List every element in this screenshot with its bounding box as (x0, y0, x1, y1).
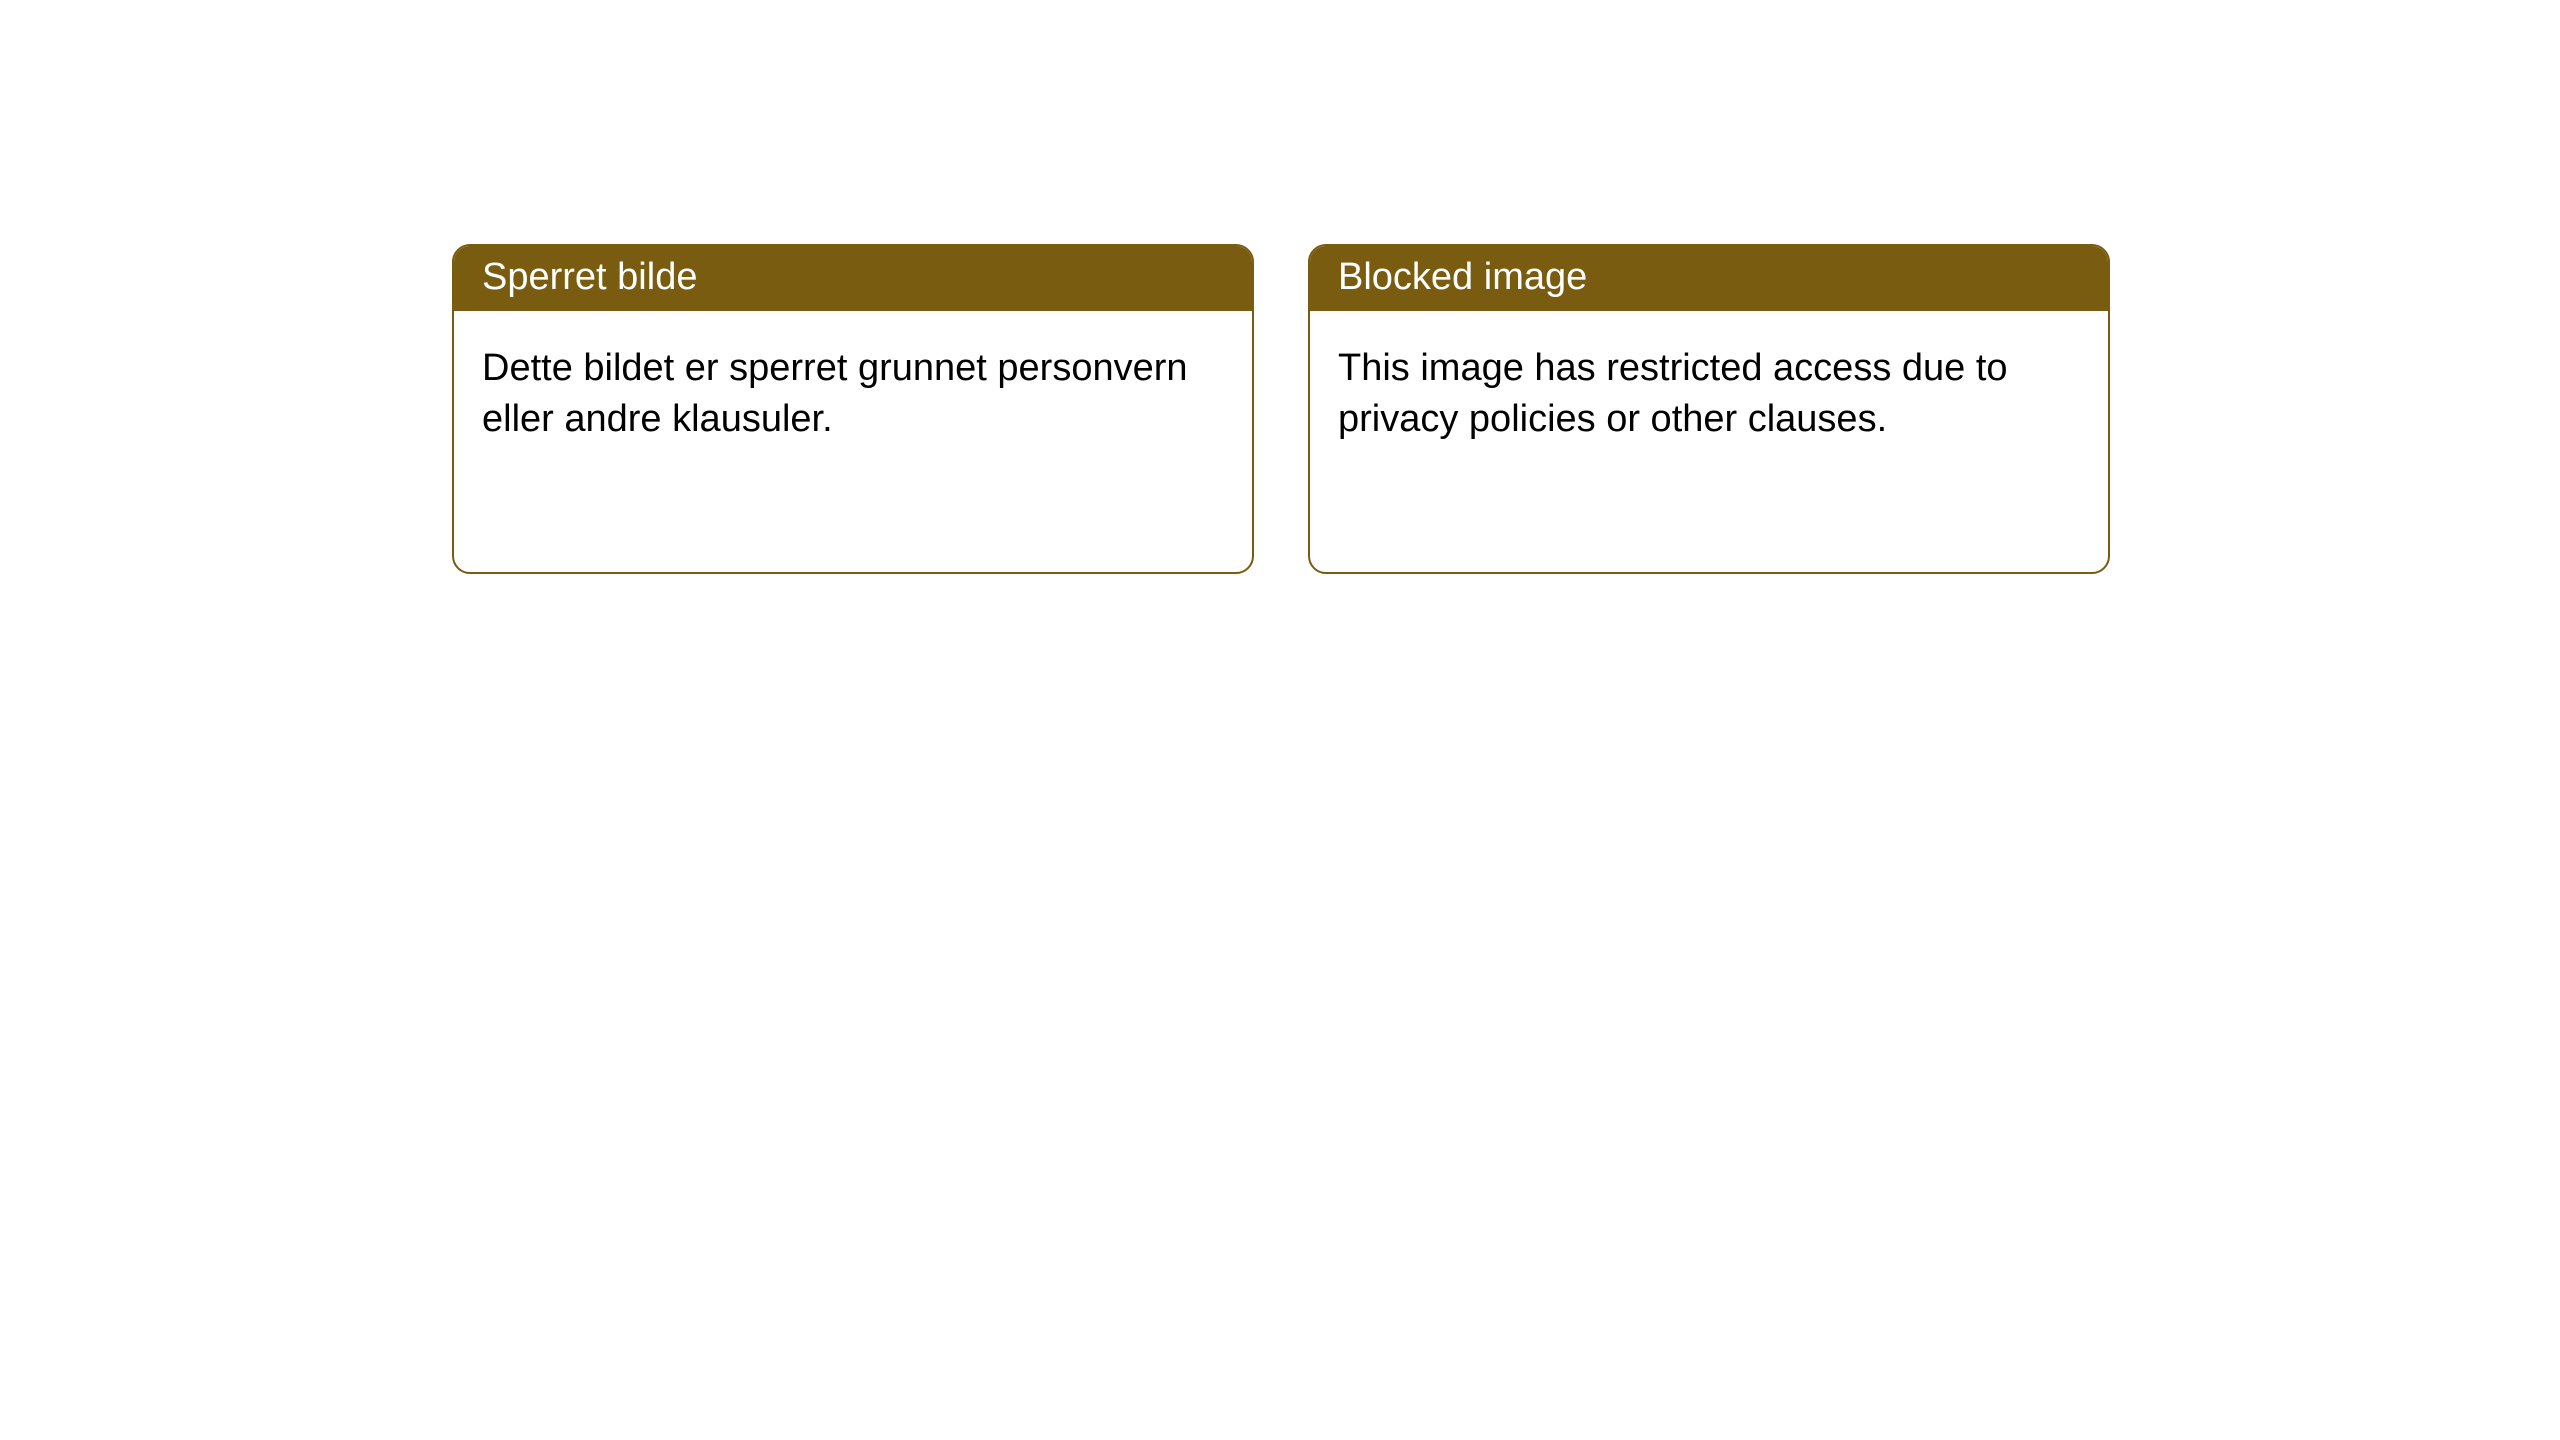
notice-card-norwegian: Sperret bilde Dette bildet er sperret gr… (452, 244, 1254, 574)
notice-title: Blocked image (1310, 246, 2108, 311)
notice-container: Sperret bilde Dette bildet er sperret gr… (452, 244, 2110, 574)
notice-body: This image has restricted access due to … (1310, 311, 2108, 478)
notice-title: Sperret bilde (454, 246, 1252, 311)
notice-body: Dette bildet er sperret grunnet personve… (454, 311, 1252, 478)
notice-card-english: Blocked image This image has restricted … (1308, 244, 2110, 574)
